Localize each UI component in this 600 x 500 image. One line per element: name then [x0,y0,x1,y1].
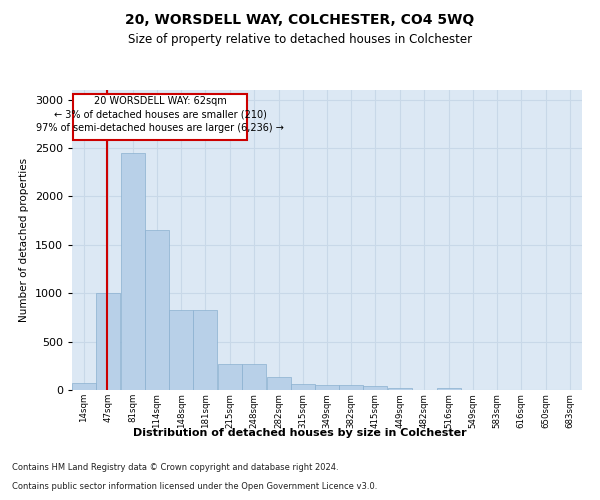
Bar [267,378,290,390]
Text: 20 WORSDELL WAY: 62sqm: 20 WORSDELL WAY: 62sqm [94,96,227,106]
Bar [364,386,387,390]
Bar [193,310,217,390]
Bar [169,310,193,390]
Text: ← 3% of detached houses are smaller (210): ← 3% of detached houses are smaller (210… [54,110,267,120]
Bar [316,384,340,390]
Text: Distribution of detached houses by size in Colchester: Distribution of detached houses by size … [133,428,467,438]
Bar [218,364,242,390]
Bar [72,383,96,390]
Bar [437,388,461,390]
Text: Size of property relative to detached houses in Colchester: Size of property relative to detached ho… [128,32,472,46]
Y-axis label: Number of detached properties: Number of detached properties [19,158,29,322]
Text: 97% of semi-detached houses are larger (6,236) →: 97% of semi-detached houses are larger (… [37,123,284,133]
Bar [242,364,266,390]
Bar [96,293,120,390]
Bar [290,384,314,390]
Bar [388,388,412,390]
FancyBboxPatch shape [73,94,247,140]
Text: Contains public sector information licensed under the Open Government Licence v3: Contains public sector information licen… [12,482,377,491]
Bar [145,230,169,390]
Bar [121,153,145,390]
Bar [340,384,364,390]
Text: 20, WORSDELL WAY, COLCHESTER, CO4 5WQ: 20, WORSDELL WAY, COLCHESTER, CO4 5WQ [125,12,475,26]
Text: Contains HM Land Registry data © Crown copyright and database right 2024.: Contains HM Land Registry data © Crown c… [12,464,338,472]
